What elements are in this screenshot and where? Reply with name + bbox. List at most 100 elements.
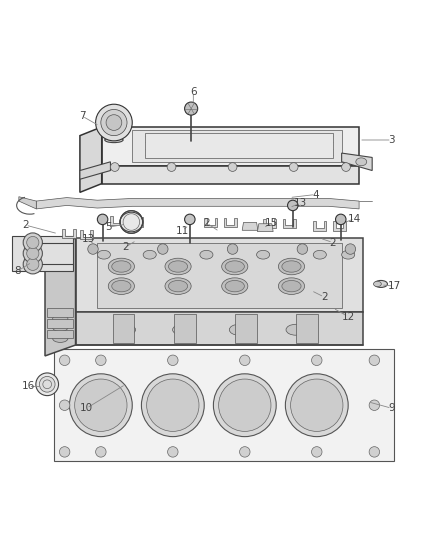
Text: 2: 2 xyxy=(203,218,209,228)
Circle shape xyxy=(101,109,127,135)
Circle shape xyxy=(23,233,42,252)
Ellipse shape xyxy=(172,324,192,335)
Text: 8: 8 xyxy=(14,266,21,276)
Ellipse shape xyxy=(120,212,142,232)
Text: 2: 2 xyxy=(122,242,129,252)
Ellipse shape xyxy=(53,324,68,332)
Ellipse shape xyxy=(108,278,134,294)
Polygon shape xyxy=(145,133,332,158)
Circle shape xyxy=(227,244,237,254)
Circle shape xyxy=(335,214,345,224)
Ellipse shape xyxy=(225,261,244,272)
Text: 16: 16 xyxy=(22,382,35,391)
Circle shape xyxy=(311,355,321,366)
Polygon shape xyxy=(80,127,102,192)
Ellipse shape xyxy=(53,315,68,323)
Text: 17: 17 xyxy=(386,281,400,291)
Circle shape xyxy=(88,244,98,254)
Circle shape xyxy=(368,447,379,457)
Text: 13: 13 xyxy=(82,235,95,245)
Circle shape xyxy=(341,163,350,172)
Polygon shape xyxy=(47,308,73,317)
Circle shape xyxy=(27,237,39,248)
Ellipse shape xyxy=(221,278,247,294)
Ellipse shape xyxy=(341,251,354,259)
Ellipse shape xyxy=(106,134,122,140)
Polygon shape xyxy=(75,238,363,312)
Circle shape xyxy=(285,374,347,437)
Ellipse shape xyxy=(221,258,247,275)
Circle shape xyxy=(95,355,106,366)
Polygon shape xyxy=(62,229,75,238)
Ellipse shape xyxy=(168,280,187,292)
Polygon shape xyxy=(313,221,325,231)
Circle shape xyxy=(23,244,42,263)
Circle shape xyxy=(95,104,132,141)
Circle shape xyxy=(290,379,342,431)
Circle shape xyxy=(167,355,178,366)
Text: 12: 12 xyxy=(341,312,354,322)
Circle shape xyxy=(368,355,379,366)
Text: 5: 5 xyxy=(105,222,111,232)
Polygon shape xyxy=(234,314,256,343)
Polygon shape xyxy=(47,319,73,328)
Ellipse shape xyxy=(168,261,187,272)
Circle shape xyxy=(59,400,70,410)
Circle shape xyxy=(287,200,297,211)
Circle shape xyxy=(141,374,204,437)
Ellipse shape xyxy=(281,280,300,292)
Polygon shape xyxy=(132,131,341,162)
Ellipse shape xyxy=(165,278,191,294)
Polygon shape xyxy=(53,350,393,461)
Circle shape xyxy=(184,102,197,115)
Ellipse shape xyxy=(165,258,191,275)
Circle shape xyxy=(146,379,198,431)
Circle shape xyxy=(344,244,355,254)
Ellipse shape xyxy=(97,251,110,259)
Ellipse shape xyxy=(225,280,244,292)
Text: 7: 7 xyxy=(78,111,85,121)
Ellipse shape xyxy=(355,158,366,166)
Ellipse shape xyxy=(112,261,131,272)
Text: 3: 3 xyxy=(388,135,394,145)
Circle shape xyxy=(27,247,39,260)
Circle shape xyxy=(23,255,42,274)
Polygon shape xyxy=(282,219,295,228)
Ellipse shape xyxy=(53,335,68,342)
Text: 9: 9 xyxy=(388,403,394,413)
Polygon shape xyxy=(113,314,134,343)
Polygon shape xyxy=(36,198,358,209)
Polygon shape xyxy=(102,127,358,166)
Circle shape xyxy=(36,373,58,395)
Circle shape xyxy=(27,258,39,270)
Text: 6: 6 xyxy=(190,87,196,97)
Text: 15: 15 xyxy=(265,218,278,228)
Circle shape xyxy=(239,355,250,366)
Polygon shape xyxy=(204,217,217,227)
Ellipse shape xyxy=(199,251,212,259)
Text: 2: 2 xyxy=(320,292,327,302)
Circle shape xyxy=(289,163,297,172)
Polygon shape xyxy=(257,224,272,232)
Ellipse shape xyxy=(112,280,131,292)
Ellipse shape xyxy=(286,324,305,335)
Text: 11: 11 xyxy=(175,226,189,236)
Circle shape xyxy=(95,447,106,457)
Circle shape xyxy=(368,400,379,410)
Circle shape xyxy=(167,447,178,457)
Circle shape xyxy=(39,376,55,392)
Circle shape xyxy=(239,447,250,457)
Circle shape xyxy=(69,374,132,437)
Ellipse shape xyxy=(229,324,248,335)
Polygon shape xyxy=(80,162,110,179)
Polygon shape xyxy=(332,221,345,231)
Polygon shape xyxy=(97,243,341,308)
Polygon shape xyxy=(262,219,276,228)
Ellipse shape xyxy=(108,258,134,275)
Text: 13: 13 xyxy=(293,198,306,208)
Circle shape xyxy=(157,244,168,254)
Ellipse shape xyxy=(278,278,304,294)
Circle shape xyxy=(297,244,307,254)
Polygon shape xyxy=(75,312,363,345)
Ellipse shape xyxy=(105,138,123,143)
